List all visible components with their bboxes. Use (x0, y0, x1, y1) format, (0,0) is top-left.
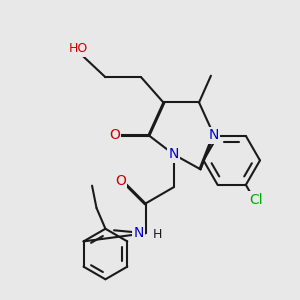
Text: O: O (115, 174, 126, 188)
Text: N: N (134, 226, 144, 240)
Text: HO: HO (69, 42, 88, 56)
Text: O: O (109, 128, 120, 142)
Text: H: H (153, 228, 162, 241)
Text: N: N (209, 128, 219, 142)
Text: N: N (169, 148, 179, 161)
Text: Cl: Cl (249, 193, 263, 207)
